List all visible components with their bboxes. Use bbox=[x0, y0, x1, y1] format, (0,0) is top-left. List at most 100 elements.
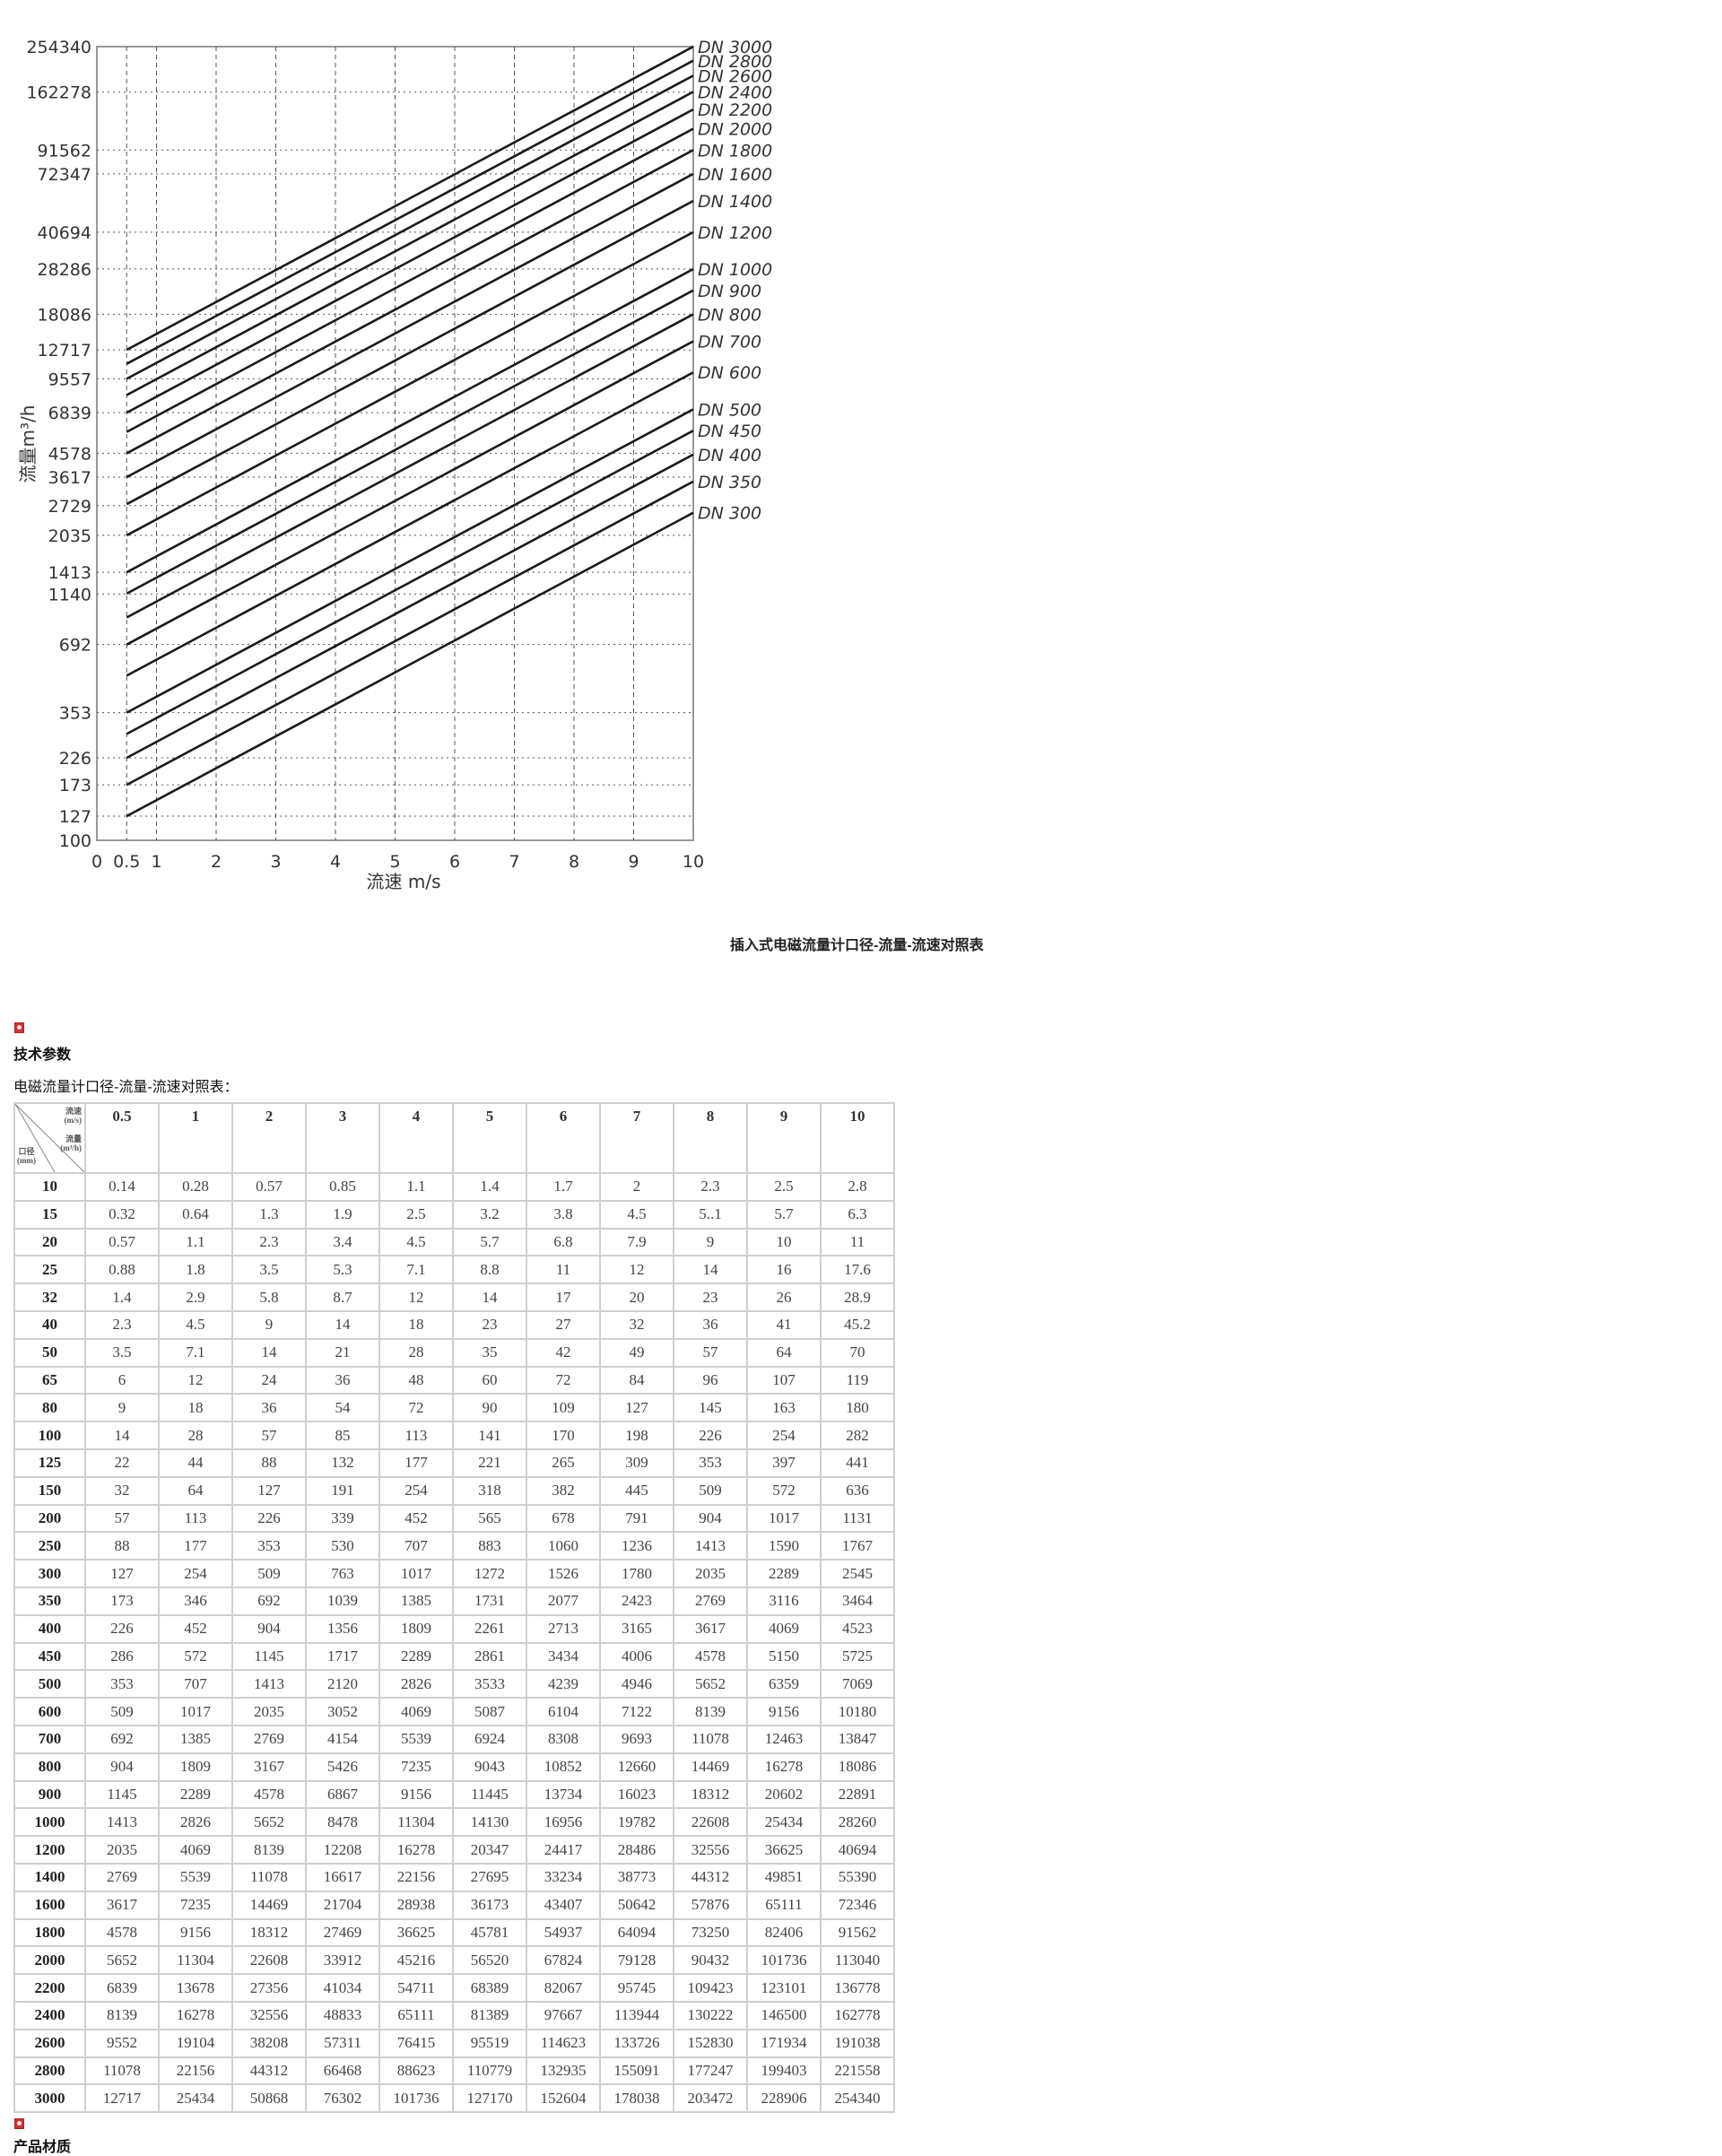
flow-cell: 2.3 bbox=[84, 1309, 160, 1340]
velocity-header: 10 bbox=[820, 1102, 895, 1174]
diameter-cell: 50 bbox=[13, 1337, 86, 1368]
flow-cell: 791 bbox=[599, 1503, 674, 1534]
flow-cell: 226 bbox=[673, 1421, 748, 1450]
y-tick-label: 1413 bbox=[48, 563, 91, 583]
flow-cell: 33234 bbox=[526, 1862, 601, 1892]
flow-cell: 5..1 bbox=[673, 1199, 748, 1230]
flow-cell: 1.1 bbox=[158, 1227, 233, 1257]
corner-velocity-label: 流速 (m/s) bbox=[64, 1107, 83, 1125]
flow-cell: 8139 bbox=[673, 1697, 748, 1726]
table-row: 350 173 346 692 1039 1385 1731 2077 2423 2769 3116… bbox=[13, 1586, 895, 1616]
flow-cell: 4154 bbox=[305, 1724, 380, 1754]
diameter-cell: 20 bbox=[13, 1227, 86, 1257]
flow-cell: 5.8 bbox=[231, 1282, 307, 1312]
flow-cell: 353 bbox=[673, 1447, 748, 1478]
flow-cell: 19104 bbox=[158, 2028, 233, 2058]
flow-cell: 6867 bbox=[305, 1779, 380, 1810]
flow-cell: 4069 bbox=[158, 1835, 233, 1865]
flow-cell: 1.9 bbox=[305, 1199, 380, 1230]
flow-cell: 72346 bbox=[820, 1890, 895, 1920]
flow-cell: 353 bbox=[84, 1669, 160, 1700]
flow-cell: 1385 bbox=[158, 1724, 233, 1754]
velocity-header: 0.5 bbox=[84, 1102, 160, 1174]
flow-cell: 41 bbox=[746, 1309, 822, 1340]
flow-cell: 1413 bbox=[231, 1669, 307, 1700]
flow-cell: 21 bbox=[305, 1337, 380, 1368]
dn-label: DN 800 bbox=[698, 305, 761, 325]
flow-cell: 9 bbox=[84, 1393, 160, 1423]
flow-cell: 6.3 bbox=[820, 1199, 895, 1230]
flow-cell: 173 bbox=[84, 1586, 160, 1616]
flow-cell: 2077 bbox=[526, 1586, 601, 1616]
flow-cell: 9043 bbox=[452, 1752, 527, 1782]
velocity-header: 6 bbox=[526, 1102, 601, 1174]
flow-cell: 678 bbox=[526, 1503, 601, 1534]
flow-cell: 22156 bbox=[158, 2056, 233, 2086]
diameter-cell: 3000 bbox=[13, 2083, 86, 2114]
flow-cell: 5539 bbox=[158, 1862, 233, 1892]
flow-cell: 1017 bbox=[378, 1559, 454, 1588]
x-tick-label: 4 bbox=[330, 852, 341, 872]
table-row: 150 32 64 127 191 254 318 382 445 509 572 636 bbox=[13, 1475, 895, 1506]
flow-cell: 4.5 bbox=[158, 1309, 233, 1340]
diameter-cell: 400 bbox=[13, 1613, 86, 1644]
diameter-cell: 2800 bbox=[13, 2056, 86, 2086]
flow-cell: 155091 bbox=[599, 2056, 674, 2086]
flow-cell: 6.8 bbox=[526, 1227, 601, 1257]
table-row: 450 286 572 1145 1717 2289 2861 3434 4006 4578 515… bbox=[13, 1641, 895, 1672]
flow-cell: 1809 bbox=[158, 1752, 233, 1782]
x-tick-label: 8 bbox=[569, 852, 579, 872]
flow-cell: 50642 bbox=[599, 1890, 674, 1920]
flow-cell: 1385 bbox=[378, 1586, 454, 1616]
flow-cell: 24417 bbox=[526, 1835, 601, 1865]
dn-label: DN 3000 bbox=[698, 38, 772, 57]
velocity-header: 3 bbox=[305, 1102, 380, 1174]
flow-cell: 23 bbox=[673, 1282, 748, 1312]
flow-cell: 109 bbox=[526, 1393, 601, 1423]
flow-cell: 8139 bbox=[231, 1835, 307, 1865]
table-row: 100 14 28 57 85 113 141 170 198 226 254 282 bbox=[13, 1421, 895, 1450]
diameter-cell: 350 bbox=[13, 1586, 86, 1616]
flow-cell: 2289 bbox=[378, 1641, 454, 1672]
flow-cell: 7.9 bbox=[599, 1227, 674, 1257]
flow-cell: 14469 bbox=[673, 1752, 748, 1782]
flow-cell: 3.5 bbox=[84, 1337, 160, 1368]
flow-cell: 21704 bbox=[305, 1890, 380, 1920]
flow-cell: 107 bbox=[746, 1365, 822, 1395]
y-tick-label: 2729 bbox=[48, 497, 91, 517]
flow-cell: 2289 bbox=[158, 1779, 233, 1810]
flow-cell: 0.14 bbox=[84, 1172, 160, 1202]
flow-cell: 13847 bbox=[820, 1724, 895, 1754]
flow-cell: 3434 bbox=[526, 1641, 601, 1672]
dn-label: DN 500 bbox=[698, 400, 761, 420]
x-tick-label: 10 bbox=[683, 852, 704, 872]
flow-cell: 3617 bbox=[673, 1613, 748, 1644]
flow-cell: 1413 bbox=[673, 1531, 748, 1561]
flow-cell: 11078 bbox=[84, 2056, 160, 2086]
flow-cell: 5.7 bbox=[746, 1199, 822, 1230]
x-tick-label: 5 bbox=[389, 852, 400, 872]
velocity-header: 9 bbox=[746, 1102, 822, 1174]
flow-cell: 382 bbox=[526, 1475, 601, 1506]
flow-cell: 49 bbox=[599, 1337, 674, 1368]
dn-line bbox=[126, 59, 694, 365]
y-tick-label: 91562 bbox=[38, 141, 91, 161]
flow-cell: 64094 bbox=[599, 1917, 674, 1948]
flow-cell: 226 bbox=[84, 1613, 160, 1644]
flow-cell: 136778 bbox=[820, 1973, 895, 2003]
flow-cell: 19782 bbox=[599, 1807, 674, 1838]
flow-cell: 146500 bbox=[746, 2000, 822, 2030]
flow-cell: 4578 bbox=[673, 1641, 748, 1672]
flow-cell: 509 bbox=[231, 1559, 307, 1588]
section-title-tech: 技术参数 bbox=[13, 1048, 72, 1063]
flow-cell: 70 bbox=[820, 1337, 895, 1368]
chart-caption: 插入式电磁流量计口径-流量-流速对照表 bbox=[730, 938, 984, 953]
diameter-cell: 700 bbox=[13, 1724, 86, 1754]
dn-label: DN 2600 bbox=[698, 66, 772, 86]
diameter-cell: 100 bbox=[13, 1421, 86, 1450]
flow-cell: 177 bbox=[158, 1531, 233, 1561]
flow-cell: 4523 bbox=[820, 1613, 895, 1644]
table-row: 15 0.32 0.64 1.3 1.9 2.5 3.2 3.8 4.5 5..1 5.7 6.3 bbox=[13, 1199, 895, 1230]
table-subtitle: 电磁流量计口径-流量-流速对照表： bbox=[13, 1080, 239, 1095]
flow-cell: 12 bbox=[599, 1255, 674, 1285]
